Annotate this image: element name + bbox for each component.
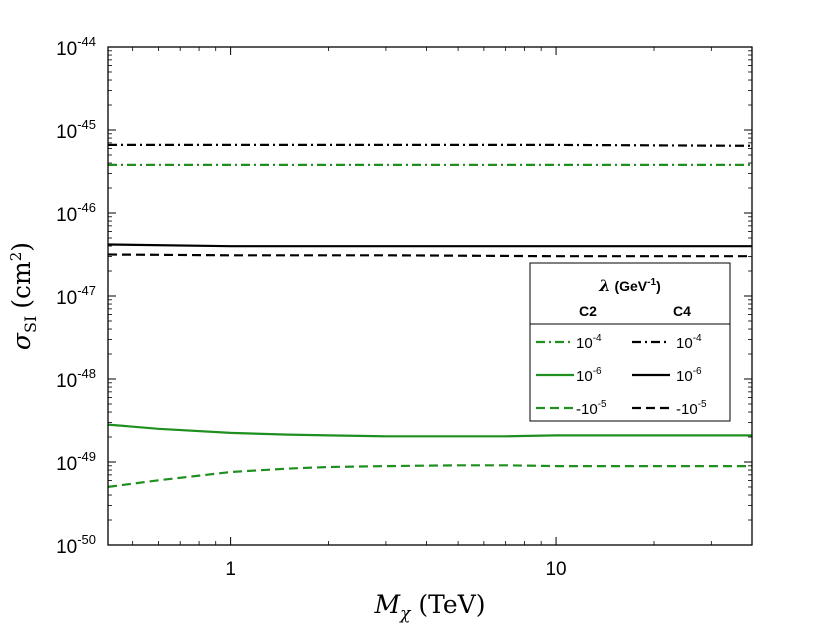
legend-title: λ (GeV-1) xyxy=(598,276,660,295)
legend-label: 10-6 xyxy=(676,366,702,385)
legend-col-c4: C4 xyxy=(673,303,691,319)
y-tick-label: 10-50 xyxy=(56,532,96,558)
y-tick-label: 10-47 xyxy=(56,283,96,309)
x-tick-label: 1 xyxy=(225,559,236,580)
y-tick-label: 10-48 xyxy=(56,366,96,392)
series-line xyxy=(107,464,752,488)
legend-label: 10-6 xyxy=(576,366,602,385)
series-layer xyxy=(107,143,753,488)
y-tick-label: 10-44 xyxy=(56,34,96,60)
legend-col-c2: C2 xyxy=(579,303,597,319)
legend-label: 10-4 xyxy=(676,333,702,352)
x-tick-label: 10 xyxy=(545,559,566,580)
legend-label: -10-5 xyxy=(576,399,607,418)
y-tick-label: 10-49 xyxy=(56,449,96,475)
legend: λ (GeV-1) C2 C4 10-4 10-4 10-6 10-6 -10-5 -10-… xyxy=(529,262,731,422)
tick-marks xyxy=(108,46,753,546)
y-tick-label: 10-46 xyxy=(56,200,96,226)
y-tick-label: 10-45 xyxy=(56,117,96,143)
y-axis-title: σSI(cm2) xyxy=(7,242,40,350)
series-line xyxy=(107,253,752,258)
legend-label: -10-5 xyxy=(676,399,707,418)
x-axis-title: Mχ (TeV) xyxy=(373,590,485,624)
legend-label: 10-4 xyxy=(576,333,602,352)
plot-frame xyxy=(107,46,753,546)
series-line xyxy=(108,143,753,147)
legend-rows: 10-4 10-4 10-6 10-6 -10-5 -10-5 xyxy=(536,333,707,418)
series-line xyxy=(107,423,752,438)
series-line xyxy=(107,243,752,248)
x-tick-labels: 1 10 xyxy=(225,559,566,580)
y-tick-labels: 10-50 10-49 10-48 10-47 10-46 10-45 10-44 xyxy=(56,34,96,558)
